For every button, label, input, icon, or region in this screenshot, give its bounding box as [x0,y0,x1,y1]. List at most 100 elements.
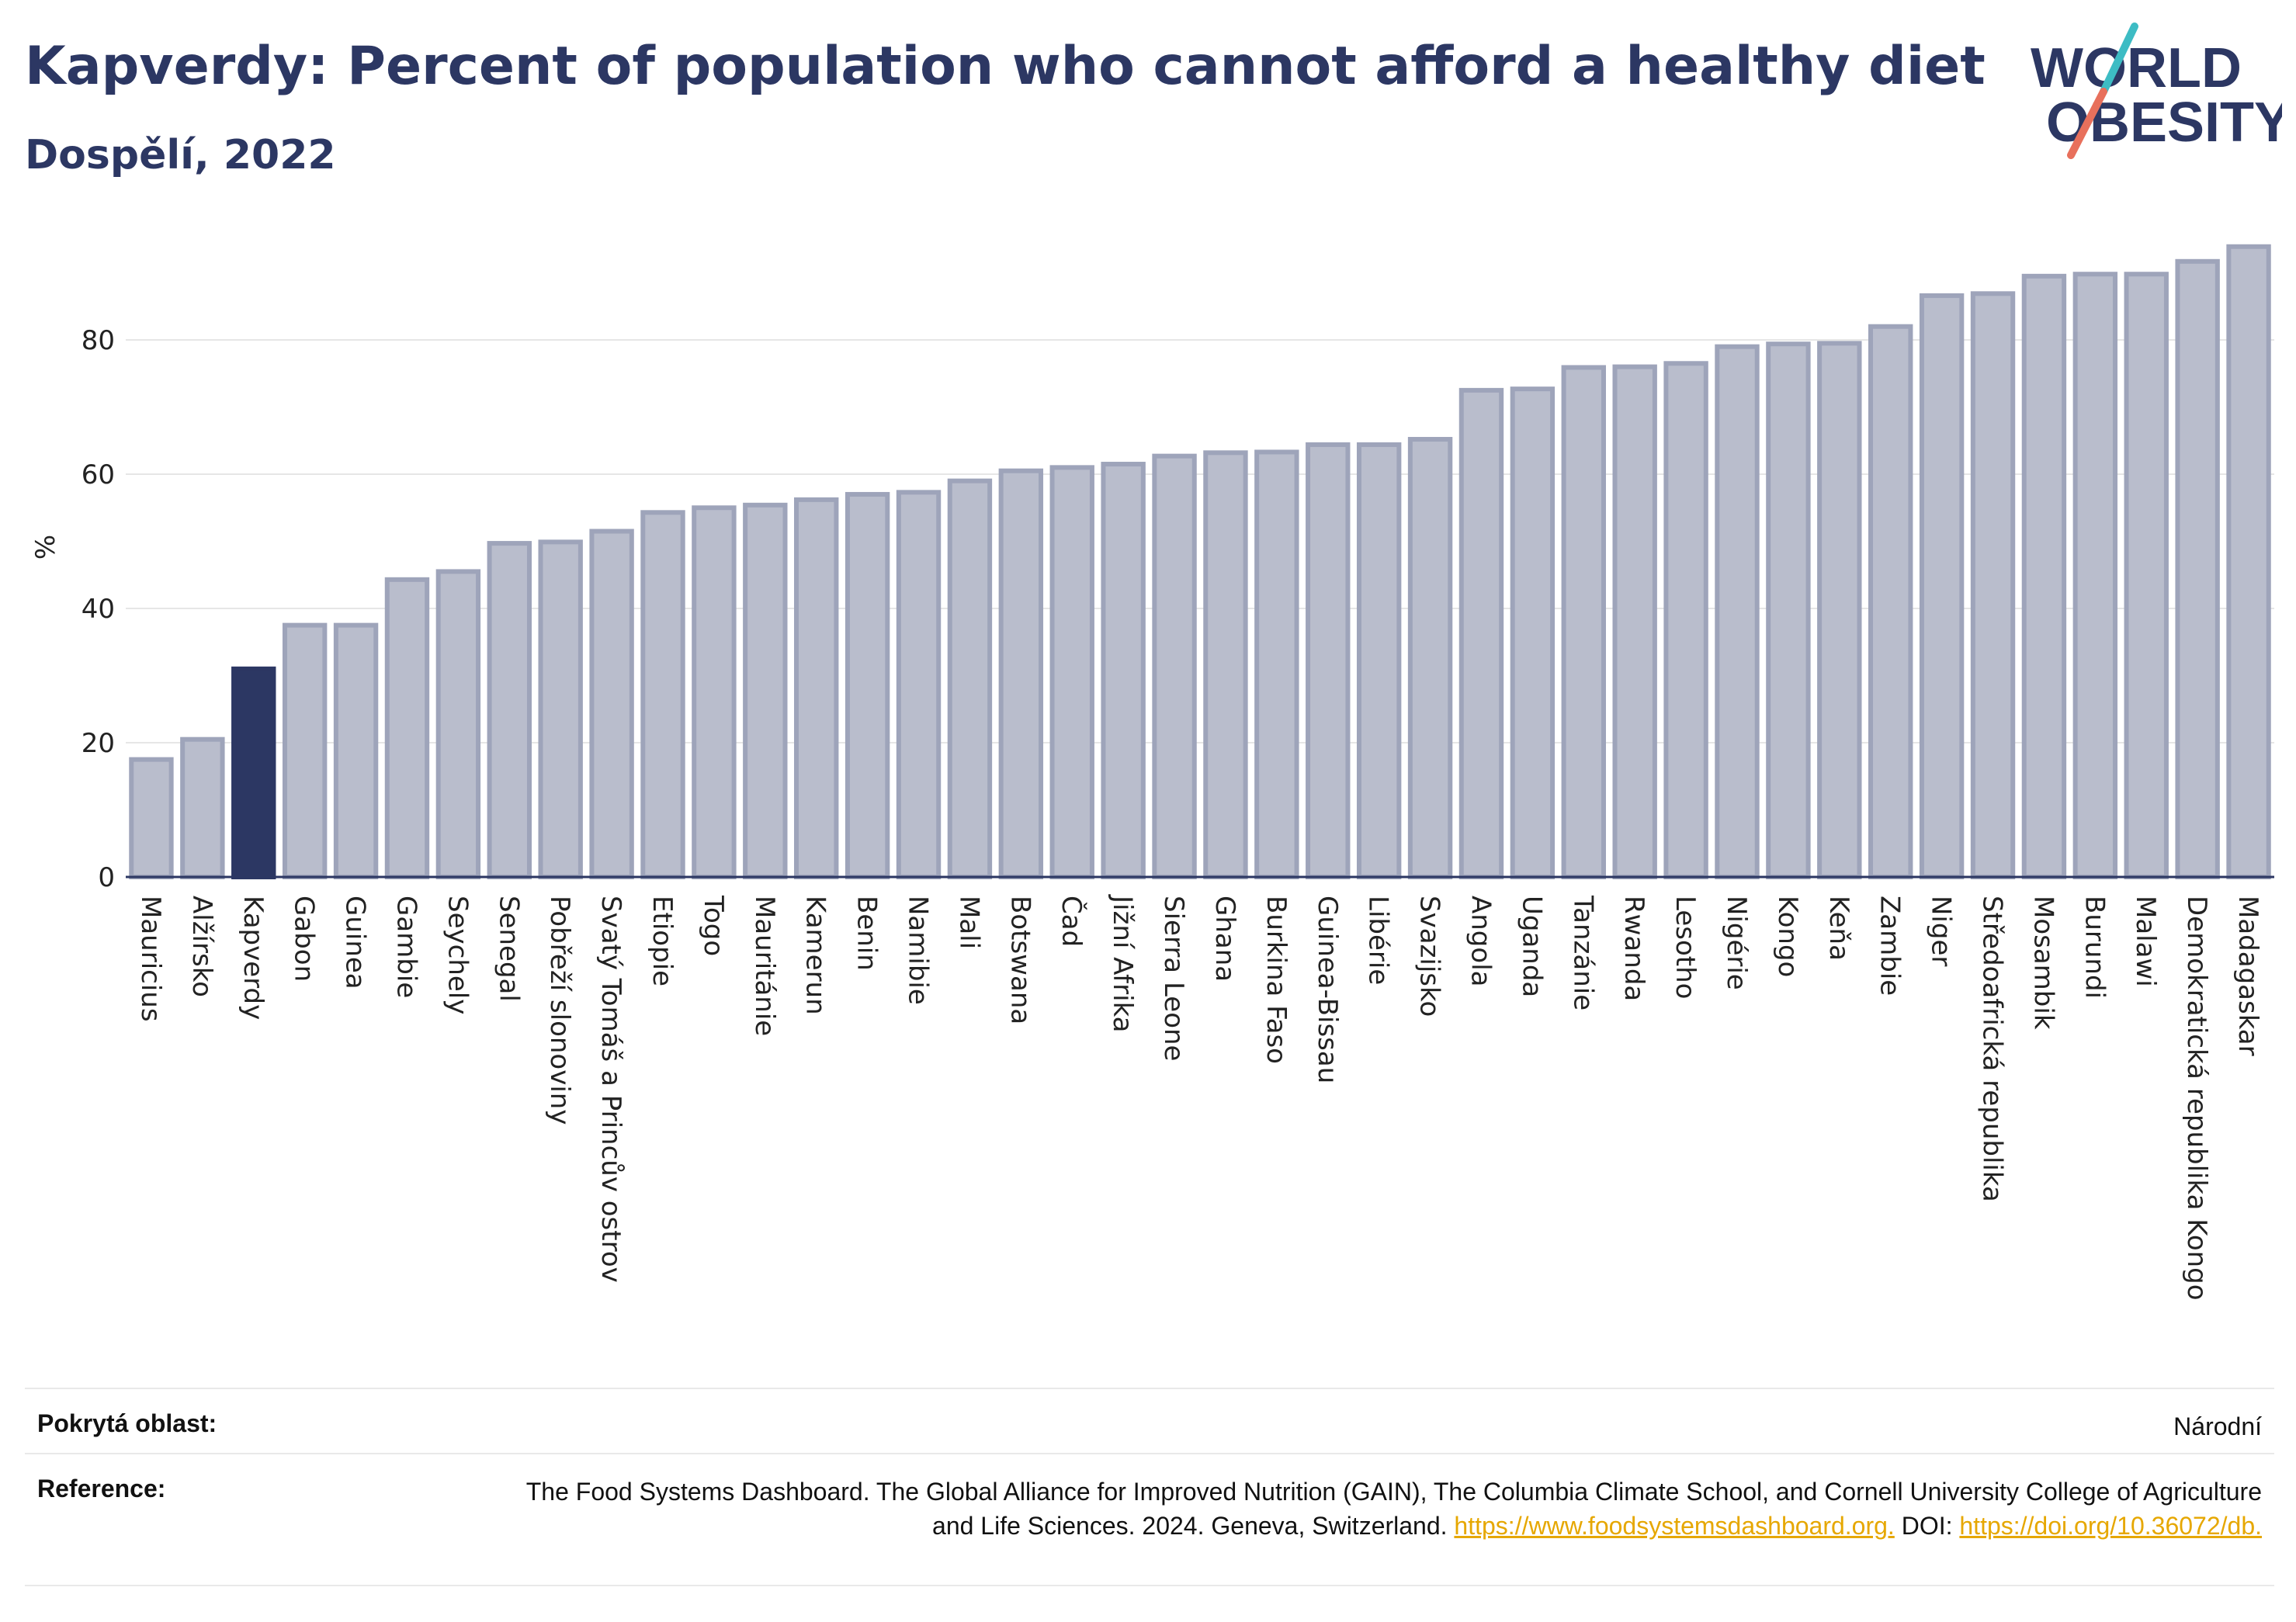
bar-Demokratická republika Kongo[interactable] [2175,258,2220,880]
bar-Benin[interactable] [845,491,890,879]
bar-Mauricius[interactable] [129,757,174,879]
bar-Namibie[interactable] [896,490,942,879]
chart-subtitle: Dospělí, 2022 [25,132,336,178]
x-tick-label: Rwanda [1618,896,1649,1001]
bar-Togo[interactable] [692,505,737,879]
bar-Guinea-Bissau[interactable] [1306,442,1351,879]
logo-slash-teal [2100,23,2138,95]
bar-Pobřeží slonoviny[interactable] [538,539,583,879]
bar-Mauritánie[interactable] [743,502,788,879]
x-tick-label: Mali [953,896,984,949]
bar-Malawi[interactable] [2124,272,2169,880]
x-tick-label: Libérie [1363,896,1394,985]
x-tick-label: Tanzánie [1567,895,1598,1010]
reference-value: The Food Systems Dashboard. The Global A… [523,1454,2274,1585]
x-tick-label: Togo [698,895,729,956]
bar-Kamerun[interactable] [794,497,839,879]
x-tick-label: Mosambik [2027,896,2058,1030]
x-tick-label: Botswana [1004,896,1035,1024]
bar-Lesotho[interactable] [1663,361,1708,879]
x-tick-label: Guinea [340,896,371,989]
chart-title: Kapverdy: Percent of population who cann… [25,36,1986,97]
bar-Alžírsko[interactable] [180,736,225,879]
bar-Guinea[interactable] [333,622,379,879]
bar-Svazijsko[interactable] [1407,437,1453,879]
bar-Zambie[interactable] [1868,324,1913,879]
x-tick-label: Kamerun [800,896,831,1015]
x-tick-label: Sierra Leone [1158,896,1189,1061]
bar-Nigérie[interactable] [1715,344,1760,879]
bar-Čad[interactable] [1049,465,1094,879]
bar-Niger[interactable] [1919,293,1965,880]
bar-Kongo[interactable] [1766,341,1811,879]
bar-Burundi[interactable] [2072,272,2118,880]
logo-slash-coral [2067,88,2107,159]
x-tick-label: Středoafrická republika [1977,896,2008,1202]
x-tick-label: Mauritánie [749,896,780,1036]
coverage-value: Národní [2173,1412,2262,1440]
coverage-label: Pokrytá oblast: [37,1409,217,1437]
bar-Etiopie[interactable] [640,510,685,879]
x-tick-label: Keňa [1823,896,1854,961]
bar-Ghana[interactable] [1203,450,1248,879]
bars [129,244,2271,880]
footer-row-coverage: Pokrytá oblast: Národní [25,1388,2274,1453]
bar-Burkina Faso[interactable] [1254,449,1299,879]
bar-Madagaskar[interactable] [2226,244,2271,879]
y-tick-label: 20 [82,728,115,759]
reference-link[interactable]: https://www.foodsystemsdashboard.org. [1454,1512,1895,1540]
x-tick-label: Lesotho [1670,896,1701,999]
x-tick-label: Ghana [1209,896,1240,982]
x-tick-label: Angola [1465,896,1496,986]
x-tick-label: Etiopie [647,896,678,986]
x-tick-label: Alžírsko [186,896,217,997]
x-tick-label: Gabon [289,896,320,982]
footer-row-reference: Reference: The Food Systems Dashboard. T… [25,1453,2274,1586]
doi-link[interactable]: https://doi.org/10.36072/db. [1959,1512,2262,1540]
bar-Jižní Afrika[interactable] [1101,462,1146,879]
bar-Tanzánie[interactable] [1561,365,1606,879]
gridlines [126,339,2274,743]
bar-Rwanda[interactable] [1612,364,1657,880]
bar-Středoafrická republika[interactable] [1970,291,2016,879]
bar-Gambie[interactable] [384,577,430,879]
x-tick-label: Svazijsko [1414,896,1445,1017]
doi-label: DOI: [1901,1512,1953,1540]
bar-Mali[interactable] [947,478,993,880]
bar-Keňa[interactable] [1817,341,1862,879]
world-obesity-logo: WORLD OBESITY [2031,23,2282,159]
logo-word-world: WORLD [2031,37,2242,99]
bar-Mosambik[interactable] [2021,273,2067,879]
footer-table: Pokrytá oblast: Národní Reference: The F… [25,1388,2274,1586]
y-tick-label: 0 [98,862,115,893]
bar-Libérie[interactable] [1356,442,1402,879]
x-tick-label: Burundi [2079,896,2110,999]
x-tick-label: Niger [1926,896,1957,966]
x-tick-label: Nigérie [1721,896,1752,990]
x-tick-label: Jižní Afrika [1107,894,1138,1033]
x-tick-label: Gambie [390,896,421,998]
x-tick-label: Seychely [442,896,473,1014]
bar-chart: 0 20 40 60 80 Mauricius Alžírsko Kapverdy Gabon G… [30,244,2274,1301]
bar-Botswana[interactable] [998,468,1044,879]
bar-Gabon[interactable] [282,622,328,879]
x-tick-label: Burkina Faso [1261,896,1292,1064]
bar-Senegal[interactable] [487,541,532,879]
x-tick-label: Zambie [1875,896,1906,996]
x-tick-label: Svatý Tomáš a Princův ostrov [595,896,626,1283]
bar-Seychely[interactable] [435,569,481,879]
x-tick-label: Kapverdy [238,896,269,1020]
bar-Angola[interactable] [1458,387,1504,879]
x-tick-label: Uganda [1516,896,1547,997]
y-axis-label: % [30,535,61,560]
bar-Uganda[interactable] [1510,386,1556,879]
x-tick-label: Senegal [493,896,524,1002]
y-tick-label: 80 [82,325,115,356]
x-tick-label: Malawi [2130,896,2161,987]
x-tick-label: Demokratická republika Kongo [2181,896,2212,1301]
x-tick-label: Namibie [903,896,934,1005]
bar-Svatý Tomáš a Princův ostrov[interactable] [589,529,634,880]
axes: 0 20 40 60 80 Mauricius Alžírsko Kapverdy Gabon G… [82,325,2274,1301]
bar-Kapverdy[interactable] [231,666,276,879]
bar-Sierra Leone[interactable] [1152,453,1197,879]
